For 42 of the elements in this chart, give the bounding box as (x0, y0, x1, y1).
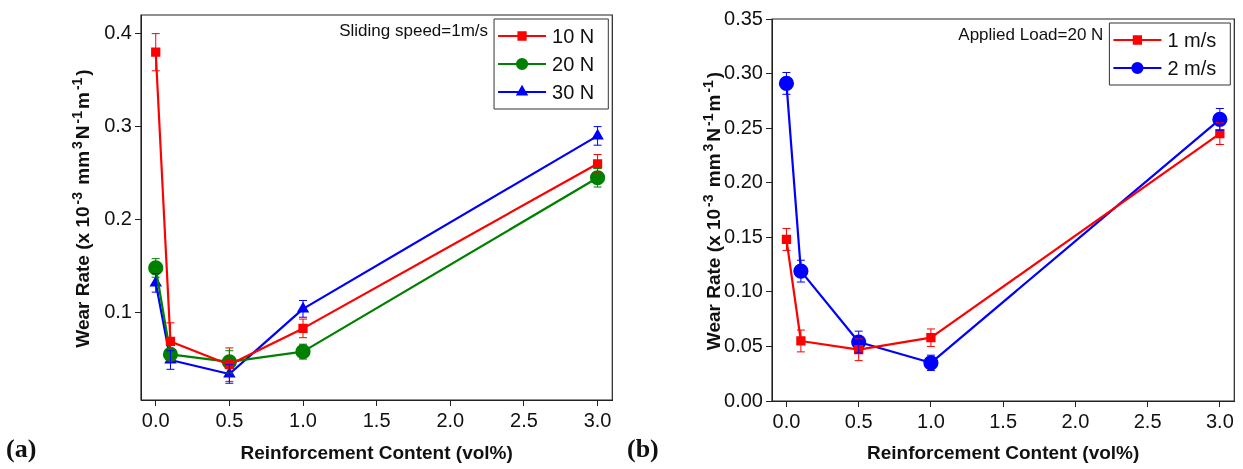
x-axis-title: Reinforcement Content (vol%) (240, 441, 513, 463)
x-tick-label: 0.5 (844, 409, 873, 432)
y-tick-label: 0.25 (724, 115, 763, 138)
y-tick-label: 0.20 (724, 170, 763, 193)
legend-label: 20 N (552, 52, 595, 75)
y-tick-label: 0.2 (104, 207, 132, 230)
x-tick-label: 2.0 (436, 408, 465, 431)
point (162, 346, 179, 363)
point (778, 75, 795, 91)
legend-label: 10 N (552, 24, 595, 47)
x-tick-label: 0.5 (215, 408, 244, 431)
x-tick-label: 3.0 (583, 408, 612, 431)
text: (b) (627, 434, 659, 463)
x-tick-label: 0.0 (772, 409, 801, 432)
y-tick-label: 0.05 (724, 333, 763, 356)
x-axis-title: Reinforcement Content (vol%) (866, 441, 1140, 463)
y-tick-label: 0.35 (724, 6, 763, 29)
annotation: Sliding speed=1m/s (339, 21, 489, 41)
y-tick-label: 0.00 (724, 388, 763, 411)
y-tick-label: 0.30 (724, 61, 763, 84)
y-tick-label: 0.15 (724, 224, 763, 247)
x-tick-label: 0.0 (141, 408, 170, 431)
x-tick-label: 2.5 (1133, 409, 1162, 432)
point (796, 336, 806, 346)
y-tick-label: 0.3 (104, 114, 132, 137)
y-tick-label: 0.4 (104, 21, 132, 44)
text: Wear Rate (x 10-3 mm3N-1m-1) (69, 69, 93, 348)
y-tick-label: 0.10 (724, 279, 763, 302)
x-tick-label: 1.0 (289, 408, 317, 431)
legend-label: 2 m/s (1167, 56, 1217, 79)
text: Wear Rate (x 10-3 mm3N-1m-1) (700, 71, 724, 351)
x-tick-label: 3.0 (1205, 409, 1234, 432)
legend-label: 30 N (552, 80, 595, 103)
x-tick-label: 1.5 (989, 409, 1018, 432)
legend-label: 1 m/s (1167, 28, 1217, 51)
y-tick-label: 0.1 (104, 300, 132, 323)
x-tick-label: 2.0 (1061, 409, 1090, 432)
annotation: Applied Load=20 N (958, 25, 1104, 45)
text: (a) (6, 434, 37, 463)
x-tick-label: 1.0 (917, 409, 945, 432)
x-tick-label: 1.5 (362, 408, 391, 431)
x-tick-label: 2.5 (510, 408, 538, 431)
